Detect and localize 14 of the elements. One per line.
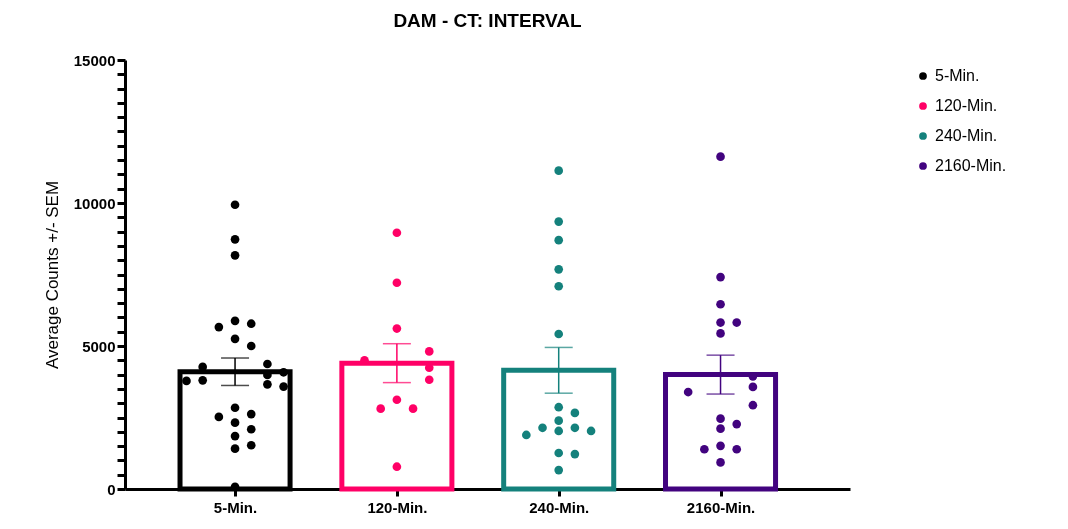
y-tick-label: 15000 <box>73 51 116 69</box>
legend-label: 240-Min. <box>935 127 998 144</box>
y-tick-label: 10000 <box>73 194 116 212</box>
x-tick-label: 240-Min. <box>529 498 590 516</box>
y-axis-title: Average Counts +/- SEM <box>42 180 62 370</box>
legend-label: 5-Min. <box>935 67 980 84</box>
x-tick-label: 2160-Min. <box>686 498 756 516</box>
x-tick-label: 5-Min. <box>213 498 258 516</box>
y-tick-label: 5000 <box>82 337 116 355</box>
legend-label: 2160-Min. <box>935 157 1007 174</box>
legend-label: 120-Min. <box>935 97 998 114</box>
chart-title: DAM - CT: INTERVAL <box>393 10 582 31</box>
x-tick-label: 120-Min. <box>367 498 428 516</box>
y-tick-label: 0 <box>107 480 116 498</box>
